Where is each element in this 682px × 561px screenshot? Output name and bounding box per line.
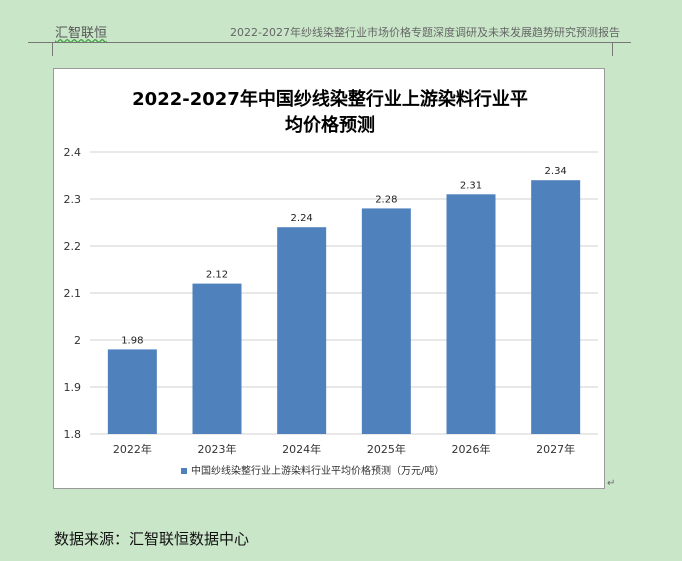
header-rule [28, 42, 631, 43]
legend-swatch [181, 468, 187, 474]
chart-frame: 2022-2027年中国纱线染整行业上游染料行业平 均价格预测 1.98 2.12… [53, 68, 605, 489]
y-tick-label: 2.1 [64, 287, 82, 300]
paragraph-mark: ↵ [607, 478, 616, 489]
bar [446, 194, 496, 434]
chart-title-line-2: 均价格预测 [285, 114, 375, 136]
y-tick-label: 2 [74, 334, 81, 347]
bar [107, 349, 157, 434]
data-label: 2.31 [460, 180, 482, 191]
bar [277, 227, 327, 434]
crop-mark-top-left [44, 42, 53, 56]
y-tick-label: 1.8 [64, 428, 82, 441]
y-tick-label: 2.3 [64, 193, 82, 206]
bar [361, 208, 411, 434]
data-label: 2.24 [291, 213, 313, 224]
x-tick-label: 2024年 [282, 442, 321, 456]
data-source-note: 数据来源：汇智联恒数据中心 [54, 530, 250, 548]
bar-chart: 2022-2027年中国纱线染整行业上游染料行业平 均价格预测 1.982.12… [64, 88, 598, 477]
y-tick-label: 2.4 [64, 146, 82, 159]
data-label: 2.34 [545, 166, 567, 177]
legend-label: 中国纱线染整行业上游染料行业平均价格预测（万元/吨） [191, 464, 444, 477]
x-tick-label: 2026年 [452, 442, 491, 456]
y-tick-label: 1.9 [64, 381, 82, 394]
data-label: 2.28 [375, 194, 397, 205]
header-report-title: 2022-2027年纱线染整行业市场价格专题深度调研及未来发展趋势研究预测报告 [230, 26, 620, 39]
data-label: 1.98 [121, 335, 143, 346]
bar [531, 180, 581, 434]
crop-mark-top-right [612, 42, 621, 56]
data-label: 2.12 [206, 270, 228, 281]
bar [192, 283, 242, 434]
y-tick-label: 2.2 [64, 240, 82, 253]
x-tick-label: 2025年 [367, 442, 406, 456]
x-tick-label: 2027年 [536, 442, 575, 456]
x-tick-label: 2023年 [198, 442, 237, 456]
x-tick-label: 2022年 [113, 442, 152, 456]
header-brand: 汇智联恒 [55, 26, 108, 41]
chart-title-line-1: 2022-2027年中国纱线染整行业上游染料行业平 [132, 88, 528, 110]
